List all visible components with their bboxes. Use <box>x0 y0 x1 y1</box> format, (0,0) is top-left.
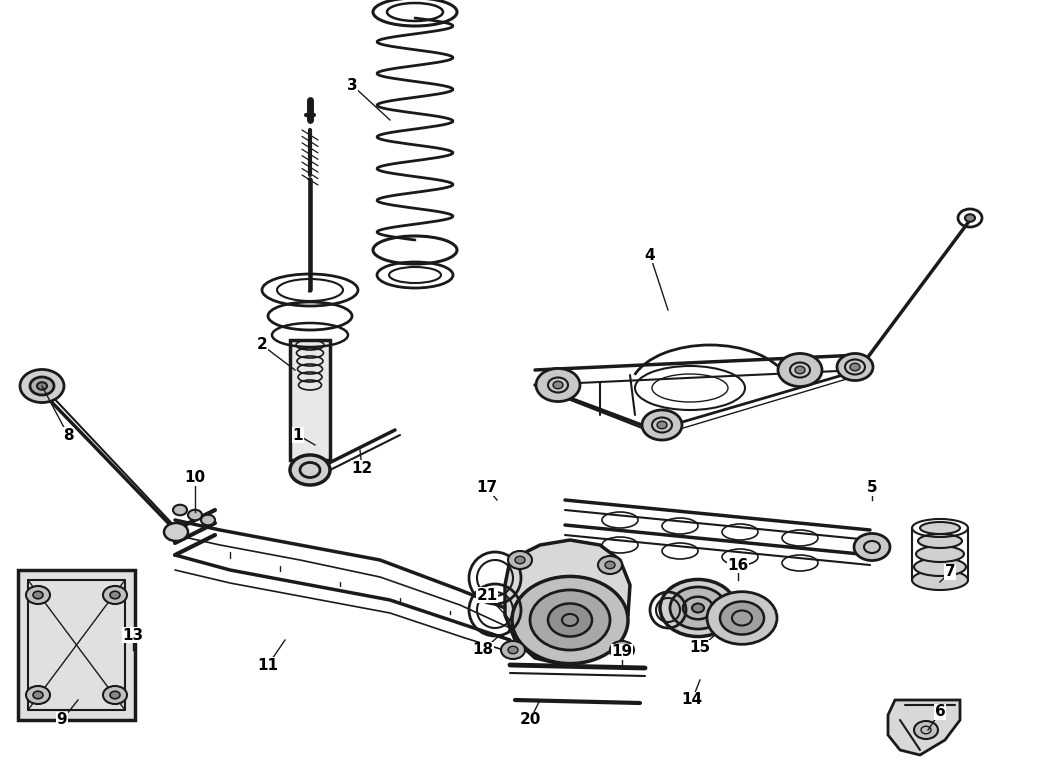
Ellipse shape <box>912 570 968 590</box>
Text: 16: 16 <box>727 557 748 572</box>
Circle shape <box>501 641 525 659</box>
Text: 11: 11 <box>257 658 278 673</box>
Ellipse shape <box>918 534 962 548</box>
Text: 7: 7 <box>945 565 956 579</box>
Text: 4: 4 <box>645 247 655 262</box>
Circle shape <box>617 646 627 654</box>
Text: 8: 8 <box>63 428 73 442</box>
Circle shape <box>778 353 822 387</box>
Circle shape <box>103 686 127 704</box>
Circle shape <box>914 721 938 739</box>
Circle shape <box>536 369 580 402</box>
Circle shape <box>670 587 726 629</box>
Circle shape <box>605 561 615 568</box>
Circle shape <box>708 592 777 644</box>
Polygon shape <box>18 570 135 720</box>
Text: 3: 3 <box>347 78 357 92</box>
Circle shape <box>173 505 187 515</box>
Circle shape <box>508 551 532 569</box>
Circle shape <box>110 591 120 599</box>
Circle shape <box>548 604 592 637</box>
Text: 5: 5 <box>867 481 877 496</box>
Polygon shape <box>505 540 630 665</box>
Text: 1: 1 <box>293 428 303 442</box>
Text: 9: 9 <box>56 713 68 727</box>
Circle shape <box>553 381 563 388</box>
Ellipse shape <box>920 522 960 534</box>
Circle shape <box>103 586 127 604</box>
Circle shape <box>837 353 873 381</box>
Circle shape <box>658 421 667 429</box>
Circle shape <box>854 533 890 561</box>
Circle shape <box>660 579 736 637</box>
Text: 2: 2 <box>256 337 268 352</box>
Circle shape <box>33 691 43 698</box>
Circle shape <box>508 646 518 654</box>
Circle shape <box>188 510 202 520</box>
Polygon shape <box>888 700 960 755</box>
Circle shape <box>530 590 610 650</box>
Circle shape <box>610 641 634 659</box>
Circle shape <box>33 591 43 599</box>
Circle shape <box>795 366 805 373</box>
Text: 19: 19 <box>612 644 632 659</box>
Circle shape <box>30 377 54 395</box>
Circle shape <box>20 370 64 402</box>
Text: 18: 18 <box>472 643 494 658</box>
Circle shape <box>290 455 330 485</box>
Circle shape <box>201 514 215 525</box>
Text: 17: 17 <box>476 481 498 496</box>
Text: 13: 13 <box>123 627 144 643</box>
Ellipse shape <box>914 558 966 576</box>
Circle shape <box>720 601 764 634</box>
Circle shape <box>642 410 683 440</box>
Text: 21: 21 <box>476 587 498 602</box>
Circle shape <box>512 576 628 663</box>
Circle shape <box>110 691 120 698</box>
Text: 12: 12 <box>351 460 373 475</box>
Circle shape <box>515 556 525 564</box>
Polygon shape <box>290 340 330 460</box>
Circle shape <box>598 556 622 574</box>
Circle shape <box>38 382 47 390</box>
Text: 10: 10 <box>184 471 205 485</box>
Circle shape <box>965 215 975 222</box>
Ellipse shape <box>916 546 964 562</box>
Circle shape <box>850 363 860 371</box>
Circle shape <box>164 523 188 541</box>
Circle shape <box>692 604 704 612</box>
Text: 20: 20 <box>519 713 541 727</box>
Text: 15: 15 <box>690 640 711 655</box>
Circle shape <box>26 686 50 704</box>
Text: 6: 6 <box>935 705 945 720</box>
Text: 14: 14 <box>681 692 702 708</box>
Circle shape <box>26 586 50 604</box>
